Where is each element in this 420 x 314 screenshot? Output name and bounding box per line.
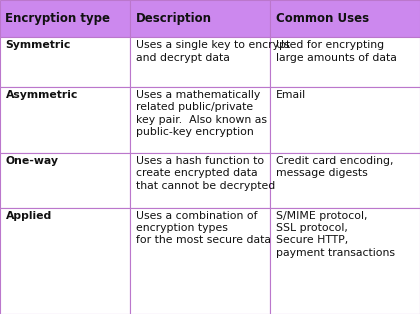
Bar bbox=[0, 87, 130, 153]
Bar bbox=[130, 37, 270, 87]
Text: Used for encrypting
large amounts of data: Used for encrypting large amounts of dat… bbox=[276, 40, 397, 62]
Text: Encryption type: Encryption type bbox=[5, 12, 110, 25]
Bar bbox=[130, 153, 270, 208]
Text: Uses a combination of
encryption types
for the most secure data: Uses a combination of encryption types f… bbox=[136, 211, 270, 246]
Bar bbox=[270, 37, 420, 87]
Text: Applied: Applied bbox=[5, 211, 52, 221]
Text: Symmetric: Symmetric bbox=[5, 40, 71, 50]
Bar bbox=[0, 153, 130, 208]
Text: Uses a single key to encrypt
and decrypt data: Uses a single key to encrypt and decrypt… bbox=[136, 40, 290, 62]
Text: One-way: One-way bbox=[5, 156, 58, 166]
Text: Description: Description bbox=[136, 12, 212, 25]
Bar bbox=[270, 0, 420, 37]
Text: Uses a mathematically
related public/private
key pair.  Also known as
public-key: Uses a mathematically related public/pri… bbox=[136, 90, 267, 137]
Bar bbox=[130, 87, 270, 153]
Bar bbox=[130, 208, 270, 314]
Bar bbox=[130, 0, 270, 37]
Text: Email: Email bbox=[276, 90, 306, 100]
Bar bbox=[270, 153, 420, 208]
Text: Asymmetric: Asymmetric bbox=[5, 90, 78, 100]
Text: Credit card encoding,
message digests: Credit card encoding, message digests bbox=[276, 156, 394, 178]
Bar bbox=[270, 87, 420, 153]
Text: Uses a hash function to
create encrypted data
that cannot be decrypted: Uses a hash function to create encrypted… bbox=[136, 156, 275, 191]
Bar bbox=[0, 0, 130, 37]
Bar bbox=[0, 37, 130, 87]
Bar bbox=[0, 208, 130, 314]
Bar bbox=[270, 208, 420, 314]
Text: Common Uses: Common Uses bbox=[276, 12, 369, 25]
Text: S/MIME protocol,
SSL protocol,
Secure HTTP,
payment transactions: S/MIME protocol, SSL protocol, Secure HT… bbox=[276, 211, 395, 258]
